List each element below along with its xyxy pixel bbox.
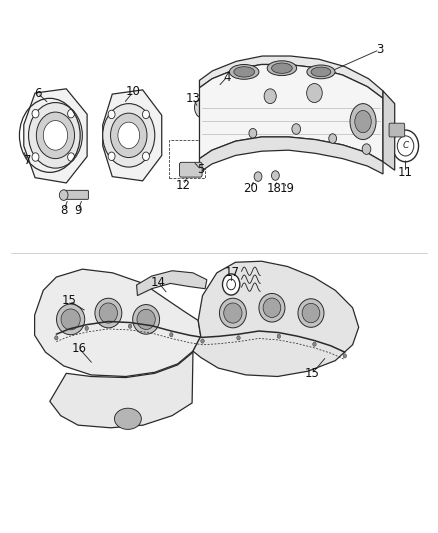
Text: 17: 17 <box>225 266 240 279</box>
Text: 5: 5 <box>197 163 205 176</box>
Ellipse shape <box>263 298 281 318</box>
Circle shape <box>343 354 346 358</box>
Ellipse shape <box>298 299 324 327</box>
Ellipse shape <box>230 64 259 79</box>
Polygon shape <box>24 89 87 183</box>
Circle shape <box>36 112 74 159</box>
Ellipse shape <box>267 61 297 76</box>
Ellipse shape <box>234 67 254 77</box>
Polygon shape <box>193 261 359 376</box>
Ellipse shape <box>214 76 226 95</box>
Text: 6: 6 <box>34 86 42 100</box>
FancyBboxPatch shape <box>180 163 202 177</box>
Ellipse shape <box>355 110 371 133</box>
Polygon shape <box>35 269 201 376</box>
Text: 3: 3 <box>376 43 383 56</box>
Circle shape <box>55 336 58 340</box>
Circle shape <box>142 152 149 160</box>
Ellipse shape <box>137 309 155 329</box>
Circle shape <box>272 171 279 180</box>
Circle shape <box>292 124 300 134</box>
Text: C: C <box>403 141 409 150</box>
Text: 4: 4 <box>223 71 230 84</box>
Text: 13: 13 <box>186 92 201 105</box>
Circle shape <box>201 339 204 343</box>
Circle shape <box>254 172 262 181</box>
Text: 14: 14 <box>151 276 166 289</box>
Polygon shape <box>103 90 162 181</box>
Circle shape <box>313 342 316 346</box>
Circle shape <box>118 122 140 149</box>
Circle shape <box>277 334 281 338</box>
Text: 11: 11 <box>398 166 413 179</box>
Ellipse shape <box>350 103 376 140</box>
Ellipse shape <box>61 309 80 330</box>
Circle shape <box>110 113 147 158</box>
FancyBboxPatch shape <box>389 123 405 137</box>
Circle shape <box>170 333 173 337</box>
Text: 18: 18 <box>266 182 281 195</box>
FancyBboxPatch shape <box>63 190 88 199</box>
Circle shape <box>142 110 149 119</box>
Ellipse shape <box>272 63 292 74</box>
Ellipse shape <box>99 303 117 323</box>
Circle shape <box>128 324 132 328</box>
Text: 10: 10 <box>126 85 141 99</box>
Ellipse shape <box>224 303 242 323</box>
Ellipse shape <box>259 294 285 322</box>
Text: 15: 15 <box>305 367 320 380</box>
Polygon shape <box>199 64 383 162</box>
Polygon shape <box>383 91 395 170</box>
Text: 7: 7 <box>25 154 32 167</box>
Text: 9: 9 <box>74 204 82 217</box>
Polygon shape <box>50 352 193 428</box>
Circle shape <box>307 84 322 102</box>
Ellipse shape <box>57 304 85 335</box>
Polygon shape <box>199 137 383 174</box>
Ellipse shape <box>114 408 141 430</box>
Circle shape <box>392 130 419 162</box>
Circle shape <box>85 326 88 330</box>
Circle shape <box>249 128 257 138</box>
Circle shape <box>67 109 74 118</box>
Circle shape <box>264 89 276 103</box>
Polygon shape <box>199 56 383 98</box>
Text: 12: 12 <box>176 179 191 191</box>
Text: 16: 16 <box>72 342 87 355</box>
Ellipse shape <box>133 304 159 334</box>
Text: 8: 8 <box>60 204 68 217</box>
Circle shape <box>28 102 82 168</box>
Ellipse shape <box>194 101 205 117</box>
Circle shape <box>108 152 115 160</box>
Circle shape <box>43 120 67 150</box>
Circle shape <box>108 110 115 119</box>
Circle shape <box>227 279 236 290</box>
Text: 19: 19 <box>279 182 294 195</box>
Polygon shape <box>137 271 207 296</box>
Circle shape <box>362 144 371 155</box>
Circle shape <box>32 153 39 161</box>
Ellipse shape <box>95 298 122 328</box>
Circle shape <box>103 103 155 167</box>
Circle shape <box>397 136 414 156</box>
Text: 15: 15 <box>62 294 77 308</box>
Ellipse shape <box>307 65 335 79</box>
Ellipse shape <box>219 298 246 328</box>
Circle shape <box>223 274 240 295</box>
Ellipse shape <box>311 67 331 77</box>
Circle shape <box>32 109 39 118</box>
Circle shape <box>67 153 74 161</box>
Circle shape <box>329 134 336 143</box>
Circle shape <box>60 190 68 200</box>
Ellipse shape <box>302 303 320 323</box>
Circle shape <box>237 336 240 340</box>
Text: 20: 20 <box>243 182 258 195</box>
